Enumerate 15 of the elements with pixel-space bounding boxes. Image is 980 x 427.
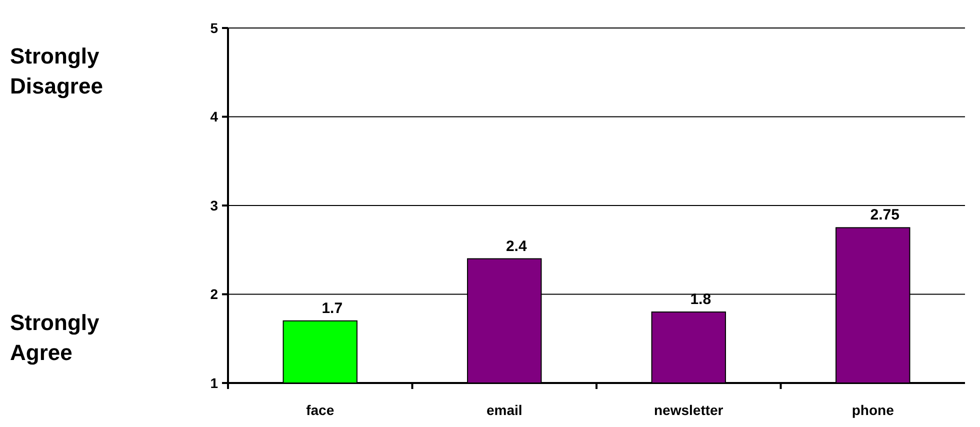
y-tick-label: 3	[210, 197, 218, 214]
x-tick-label: newsletter	[654, 402, 724, 418]
y-tick-label: 5	[210, 20, 218, 36]
y-tick-label: 1	[210, 374, 218, 391]
x-tick-label: phone	[852, 402, 894, 418]
text: Strongly Agree	[10, 310, 100, 365]
text: Strongly Disagree	[10, 44, 103, 98]
y-tick-label: 4	[210, 108, 218, 125]
data-label: 2.4	[506, 238, 528, 255]
x-tick-label: face	[306, 402, 334, 418]
data-label: 1.7	[322, 300, 343, 317]
data-label: 2.75	[870, 206, 900, 224]
y-tick-label: 2	[210, 286, 218, 302]
data-label: 1.8	[690, 291, 712, 308]
x-tick-label: email	[486, 402, 522, 418]
